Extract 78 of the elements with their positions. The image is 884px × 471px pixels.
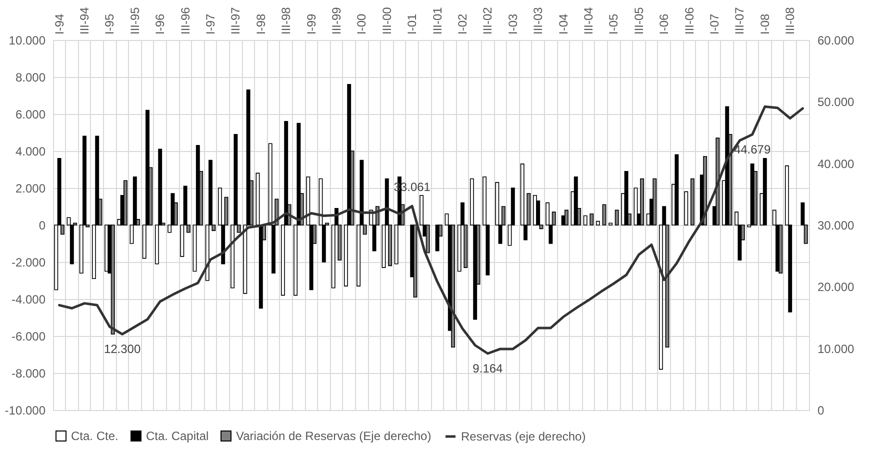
y2-tick-label: 10.000 bbox=[818, 342, 855, 356]
bar bbox=[583, 215, 588, 226]
x-tick-label: III-98 bbox=[279, 6, 294, 34]
x-tick-label: III-94 bbox=[78, 6, 92, 34]
x-tick-label: III-02 bbox=[480, 6, 495, 34]
y2-tick-label: 20.000 bbox=[818, 280, 855, 294]
x-tick-label: I-01 bbox=[405, 13, 420, 34]
x-tick-label: I-04 bbox=[556, 13, 570, 34]
line-series bbox=[58, 105, 804, 355]
legend-label: Reservas (eje derecho) bbox=[461, 430, 586, 444]
bar bbox=[684, 191, 688, 226]
y-tick-label: 10.000 bbox=[8, 34, 46, 48]
x-tick-label: I-06 bbox=[657, 13, 672, 34]
bar bbox=[778, 224, 783, 274]
y-tick-label: -4.000 bbox=[11, 292, 46, 306]
data-label: 12.300 bbox=[104, 342, 141, 356]
bar bbox=[564, 210, 568, 226]
bar bbox=[574, 176, 578, 226]
x-tick-label: III-95 bbox=[128, 6, 142, 34]
y2-tick-label: 40.000 bbox=[818, 156, 855, 171]
bar bbox=[596, 220, 600, 226]
bar bbox=[110, 224, 115, 335]
x-tick-label: I-02 bbox=[456, 13, 470, 34]
bar bbox=[451, 224, 456, 348]
x-tick-label: I-96 bbox=[153, 13, 168, 34]
bar bbox=[590, 214, 594, 226]
x-tick-label: I-95 bbox=[102, 13, 117, 34]
y2-tick-label: 30.000 bbox=[818, 218, 855, 232]
x-tick-label: III-04 bbox=[582, 6, 596, 34]
legend-label: Variación de Reservas (Eje derecho) bbox=[236, 429, 432, 443]
bar bbox=[690, 178, 694, 226]
bar bbox=[716, 138, 720, 226]
x-tick-label: I-94 bbox=[52, 13, 66, 34]
x-tick-label: I-05 bbox=[606, 13, 621, 34]
bar bbox=[674, 154, 679, 226]
y-tick-label: -10.000 bbox=[4, 404, 46, 418]
x-tick-label: I-99 bbox=[304, 13, 318, 34]
data-label: 44.679 bbox=[734, 142, 771, 156]
legend-label: Cta. Cte. bbox=[71, 429, 118, 443]
y2-tick-label: 50.000 bbox=[818, 95, 855, 110]
y-tick-label: -8.000 bbox=[11, 366, 46, 380]
y-tick-label: 4.000 bbox=[15, 144, 46, 158]
x-tick-label: III-08 bbox=[783, 6, 798, 34]
bar bbox=[762, 158, 767, 226]
bar bbox=[258, 224, 263, 309]
legend-label: Cta. Capital bbox=[146, 429, 209, 443]
bar bbox=[614, 210, 619, 226]
x-tick-label: III-05 bbox=[632, 6, 646, 34]
bar bbox=[703, 156, 708, 226]
bar bbox=[624, 170, 628, 226]
x-tick-label: III-96 bbox=[178, 6, 192, 34]
x-tick-label: I-00 bbox=[354, 13, 369, 34]
bar bbox=[426, 224, 430, 254]
x-tick-label: I-08 bbox=[758, 13, 772, 34]
y2-tick-label: 60.000 bbox=[818, 34, 855, 48]
x-tick-label: I-97 bbox=[204, 13, 218, 34]
y-tick-label: 6.000 bbox=[15, 108, 46, 122]
x-tick-label: III-01 bbox=[430, 6, 444, 34]
x-tick-label: III-07 bbox=[732, 6, 747, 34]
y-tick-label: -6.000 bbox=[11, 330, 46, 344]
bar bbox=[435, 224, 440, 252]
x-tick-label: III-06 bbox=[682, 6, 696, 34]
x-tick-label: I-98 bbox=[254, 13, 268, 34]
x-tick-label: III-00 bbox=[380, 6, 394, 34]
x-tick-label: III-99 bbox=[330, 6, 344, 34]
x-tick-label: I-03 bbox=[506, 13, 520, 34]
y-tick-label: 2.000 bbox=[15, 182, 46, 196]
y-tick-label: 8.000 bbox=[15, 70, 46, 84]
bar bbox=[652, 178, 657, 226]
y-tick-label: 0 bbox=[38, 218, 46, 232]
data-label: 9.164 bbox=[472, 361, 504, 376]
bar bbox=[123, 180, 128, 226]
y-tick-label: -2.000 bbox=[11, 256, 46, 270]
bar bbox=[640, 178, 644, 226]
x-tick-label: III-03 bbox=[531, 6, 546, 34]
x-tick-label: I-07 bbox=[708, 13, 722, 34]
y2-tick-label: 0 bbox=[818, 404, 824, 418]
x-tick-label: III-97 bbox=[228, 6, 243, 34]
